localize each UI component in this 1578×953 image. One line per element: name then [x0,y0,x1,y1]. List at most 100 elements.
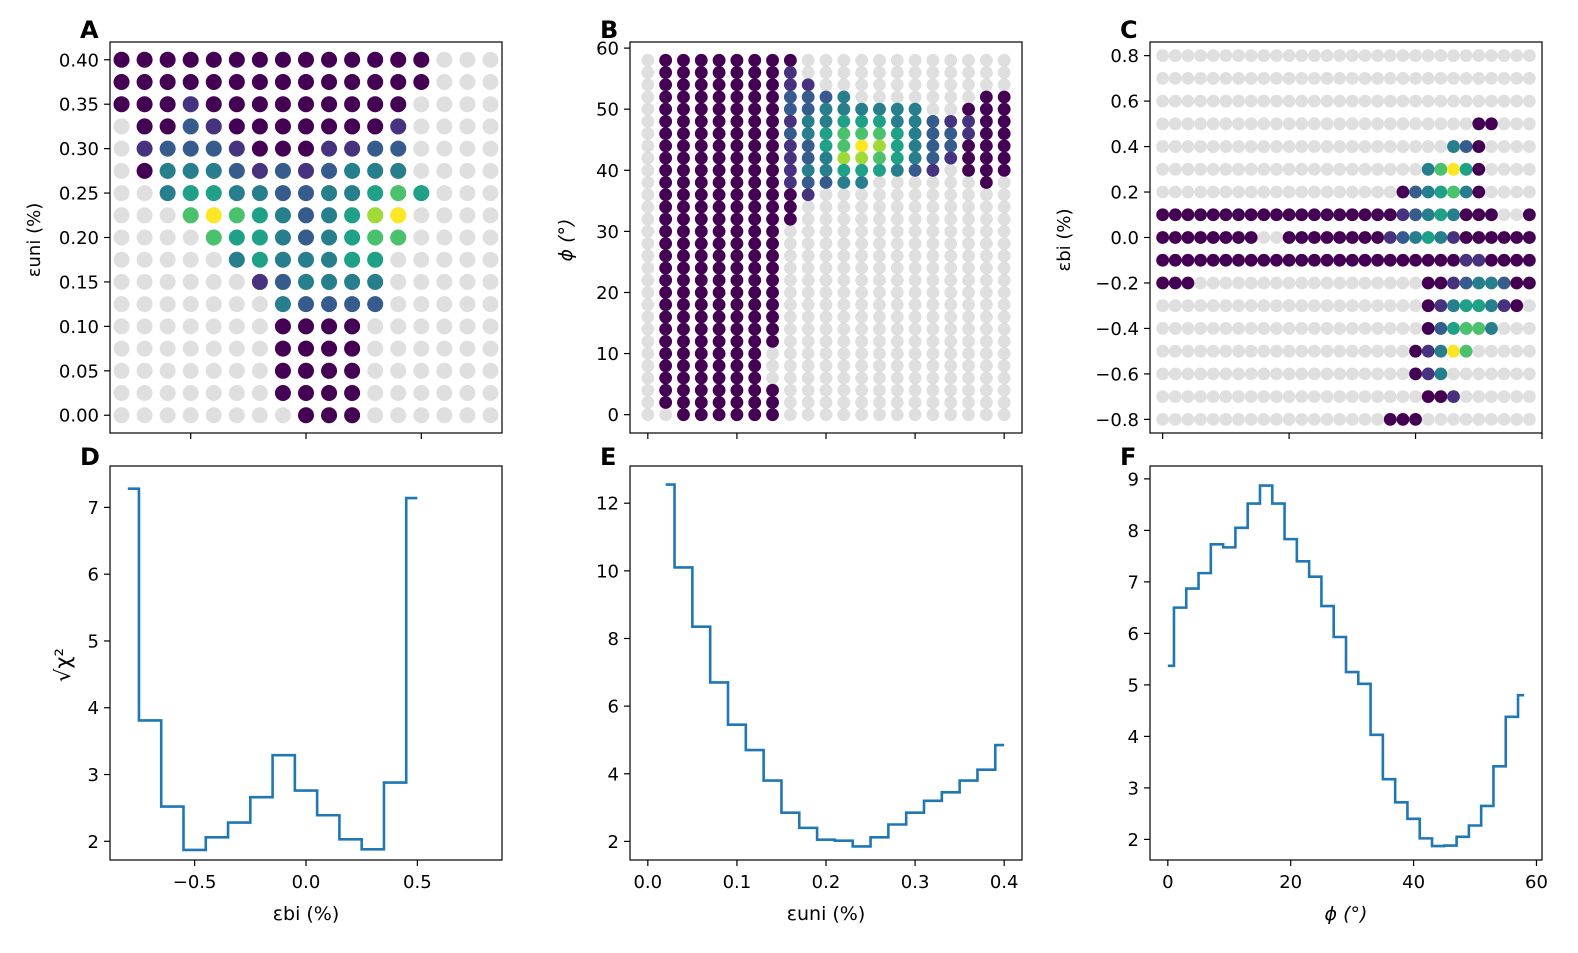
grid-point-c [1345,344,1359,358]
y-tick-label-f: 3 [1128,778,1139,799]
grid-point-c [1320,276,1334,290]
grid-point-b [944,53,958,67]
data-point-c [1522,231,1536,244]
data-point-c [1232,231,1245,244]
grid-point-b [801,273,815,287]
data-point-b [926,151,940,165]
grid-point-b [944,237,958,251]
grid-point-a [390,362,407,379]
grid-point-b [926,176,940,189]
data-point-b [783,200,797,214]
data-point-b [694,139,708,153]
grid-point-b [855,237,869,251]
data-point-a [228,140,245,157]
data-point-b [748,188,762,202]
data-point-c [1383,253,1397,267]
grid-point-c [1333,185,1347,199]
data-point-c [1194,231,1207,244]
grid-point-c [1497,412,1511,426]
series-line-e [665,483,1005,848]
grid-point-b [962,90,975,104]
y-tick-label-b: 30 [596,222,619,243]
grid-point-c [1522,185,1536,199]
data-point-b [962,115,975,128]
data-point-b [677,176,690,189]
grid-point-b [962,273,975,287]
data-point-c [1434,367,1448,381]
grid-point-b [997,286,1011,299]
data-point-a [159,162,176,179]
data-point-c [1219,253,1233,267]
data-point-c [1421,231,1435,244]
data-point-b [659,188,673,202]
data-point-c [1447,390,1460,404]
grid-point-c [1282,299,1296,313]
grid-point-b [641,383,655,397]
data-point-b [712,371,726,385]
data-point-a [136,118,153,135]
y-tick-label-b: 60 [596,39,619,60]
data-point-a [274,73,291,90]
data-point-c [1522,276,1536,290]
grid-point-b [944,102,958,116]
data-point-c [1421,162,1435,176]
data-point-b [677,212,690,226]
grid-point-b [979,212,993,226]
y-tick-label-b: 10 [596,344,619,365]
grid-point-b [979,298,993,312]
data-point-b [748,347,762,360]
grid-point-a [182,340,199,357]
data-point-a [159,185,176,202]
data-point-b [748,249,762,263]
data-point-b [819,176,833,189]
data-point-c [1396,208,1410,222]
data-point-b [712,286,726,299]
grid-point-c [1282,117,1296,131]
y-tick-label-c: −0.8 [1095,410,1139,431]
grid-point-a [390,318,407,335]
data-point-b [677,371,690,385]
grid-point-c [1307,412,1321,426]
grid-point-b [944,66,958,79]
data-point-b [766,53,779,67]
data-point-b [677,298,690,312]
grid-point-b [997,261,1011,275]
data-point-c [1421,253,1435,267]
panel-label-e: E [600,443,616,471]
data-point-b [819,115,833,128]
data-point-a [344,51,361,68]
grid-point-b [944,163,958,177]
data-point-b [712,188,726,202]
grid-point-c [1522,299,1536,313]
data-point-b [837,139,851,153]
grid-point-c [1345,367,1359,381]
data-point-c [1295,231,1309,244]
data-point-c [1459,162,1473,176]
data-point-b [748,163,762,177]
data-point-b [730,90,744,104]
data-point-b [730,396,744,409]
grid-point-c [1396,299,1410,313]
data-point-a [321,362,338,379]
data-point-c [1434,162,1448,176]
data-point-b [712,359,726,373]
data-point-a [251,185,268,202]
grid-point-b [890,347,904,360]
grid-point-b [873,90,886,104]
grid-point-a [182,251,199,268]
grid-point-a [459,96,476,113]
y-tick-label-b: 40 [596,161,619,182]
data-point-b [766,200,779,214]
grid-point-b [873,200,886,214]
grid-point-c [1345,276,1359,290]
grid-point-b [801,334,815,348]
data-point-c [1345,253,1359,267]
data-point-a [228,118,245,135]
data-point-b [677,224,690,238]
data-point-b [730,237,744,251]
data-point-b [712,151,726,165]
data-point-c [1421,367,1435,381]
grid-point-c [1320,94,1334,108]
grid-point-c [1371,344,1385,358]
x-tick-label-d: 0.0 [292,872,321,893]
